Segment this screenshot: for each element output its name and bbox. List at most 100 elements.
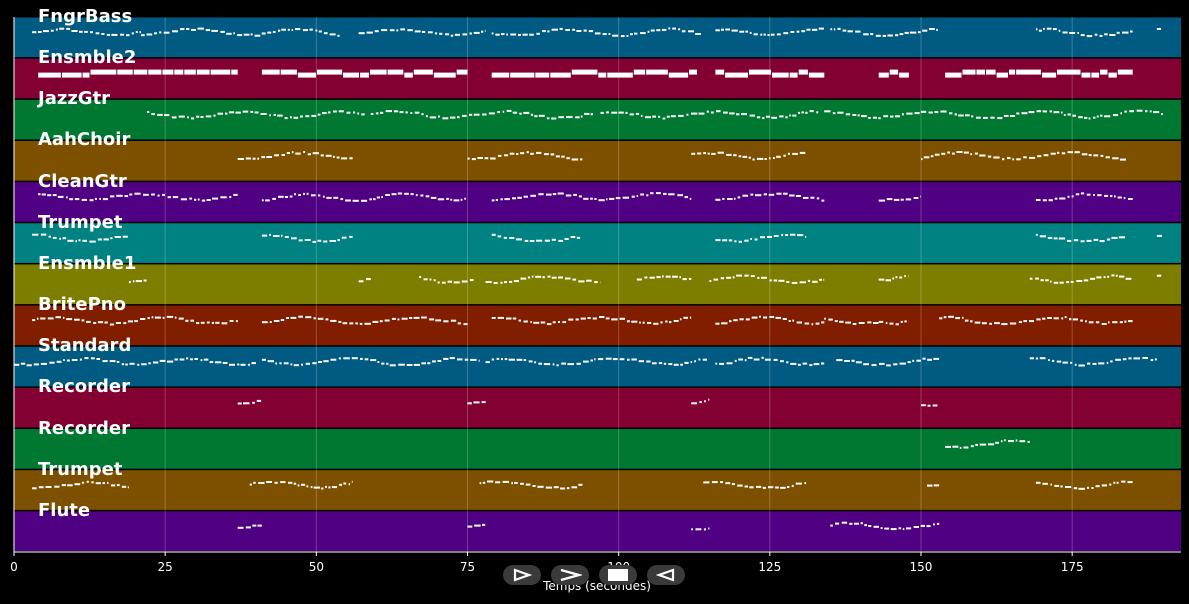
note-segment bbox=[261, 192, 466, 202]
x-tick-label: 150 bbox=[909, 560, 933, 574]
note-segment bbox=[691, 398, 710, 405]
note-segment bbox=[32, 315, 238, 326]
note-segment bbox=[261, 357, 480, 367]
track-row bbox=[14, 223, 1181, 263]
note-segment bbox=[830, 521, 940, 531]
fast-forward-icon bbox=[560, 568, 582, 582]
note-segment bbox=[38, 69, 238, 78]
stop-button[interactable] bbox=[599, 565, 637, 585]
track-band bbox=[14, 17, 1181, 58]
track-band bbox=[14, 140, 1181, 181]
track-row bbox=[14, 140, 1181, 181]
track-row bbox=[14, 182, 1181, 222]
note-segment bbox=[945, 69, 1133, 78]
track-label: FngrBass bbox=[38, 6, 133, 27]
note-segment bbox=[878, 320, 909, 326]
play-outline-icon bbox=[513, 568, 532, 582]
note-segment bbox=[358, 28, 486, 37]
track-row bbox=[14, 99, 1181, 140]
track-row bbox=[14, 17, 1181, 58]
note-segment bbox=[261, 69, 468, 78]
note-segment bbox=[1035, 233, 1125, 243]
note-segment bbox=[715, 233, 807, 243]
x-tick-label: 175 bbox=[1060, 560, 1084, 574]
x-tick-label: 25 bbox=[157, 560, 173, 574]
note-segment bbox=[636, 275, 692, 281]
note-segment bbox=[370, 109, 593, 120]
rewind-button[interactable] bbox=[647, 565, 685, 585]
note-segment bbox=[927, 484, 940, 487]
play-button[interactable] bbox=[503, 565, 541, 585]
note-segment bbox=[485, 357, 710, 367]
track-label: Recorder bbox=[38, 376, 130, 398]
note-segment bbox=[32, 480, 129, 490]
note-segment bbox=[237, 399, 262, 405]
note-segment bbox=[32, 27, 141, 37]
track-row bbox=[14, 58, 1181, 99]
note-segment bbox=[491, 316, 692, 326]
track-band bbox=[14, 99, 1181, 140]
rewind-icon bbox=[656, 568, 675, 582]
track-label: Ensmble1 bbox=[38, 252, 137, 274]
x-tick-label: 0 bbox=[10, 560, 18, 574]
x-tick-label: 75 bbox=[459, 560, 476, 574]
note-segment bbox=[703, 481, 807, 489]
note-segment bbox=[878, 195, 921, 202]
track-row bbox=[14, 387, 1181, 428]
note-segment bbox=[709, 274, 825, 284]
note-segment bbox=[945, 439, 1030, 449]
note-segment bbox=[691, 151, 806, 161]
note-segment bbox=[691, 527, 710, 531]
track-label: Ensmble2 bbox=[38, 47, 137, 69]
note-segment bbox=[249, 480, 353, 490]
note-segment bbox=[491, 27, 701, 38]
note-segment bbox=[1035, 192, 1133, 202]
note-segment bbox=[485, 275, 601, 284]
track-label: AahChoir bbox=[38, 129, 131, 151]
x-tick-label: 50 bbox=[308, 560, 324, 574]
track-band bbox=[14, 387, 1181, 428]
note-segment bbox=[358, 278, 371, 283]
note-segment bbox=[1156, 274, 1162, 277]
fast-forward-button[interactable] bbox=[551, 565, 589, 585]
note-segment bbox=[1029, 274, 1132, 284]
note-segment bbox=[878, 69, 909, 78]
note-segment bbox=[1029, 357, 1157, 367]
track-band bbox=[14, 58, 1181, 99]
note-segment bbox=[1156, 28, 1162, 30]
note-segment bbox=[1156, 234, 1162, 237]
note-segment bbox=[836, 357, 940, 367]
note-segment bbox=[491, 233, 581, 242]
track-row bbox=[14, 346, 1181, 387]
note-segment bbox=[824, 109, 1163, 120]
note-segment bbox=[419, 276, 474, 284]
x-tick-label: 125 bbox=[758, 560, 782, 574]
note-segment bbox=[921, 151, 1126, 161]
track-row bbox=[14, 264, 1181, 305]
track-band bbox=[14, 305, 1181, 346]
note-segment bbox=[878, 275, 909, 282]
note-segment bbox=[243, 28, 340, 37]
track-band bbox=[14, 470, 1181, 510]
note-segment bbox=[715, 356, 825, 367]
note-segment bbox=[830, 27, 938, 37]
stop-icon bbox=[608, 569, 628, 581]
track-row bbox=[14, 305, 1181, 346]
track-band bbox=[14, 346, 1181, 387]
note-segment bbox=[921, 404, 938, 407]
track-label: Trumpet bbox=[38, 458, 123, 480]
note-segment bbox=[1035, 27, 1133, 38]
note-segment bbox=[600, 110, 819, 120]
note-segment bbox=[237, 524, 262, 529]
track-row bbox=[14, 470, 1181, 510]
track-band bbox=[14, 511, 1181, 551]
note-segment bbox=[261, 315, 468, 326]
track-label: Recorder bbox=[38, 417, 130, 439]
track-label: Standard bbox=[38, 335, 132, 357]
track-band bbox=[14, 429, 1181, 469]
note-segment bbox=[824, 317, 879, 325]
note-segment bbox=[467, 401, 486, 405]
note-segment bbox=[479, 480, 583, 490]
track-label: CleanGtr bbox=[38, 170, 127, 192]
note-segment bbox=[467, 523, 486, 528]
